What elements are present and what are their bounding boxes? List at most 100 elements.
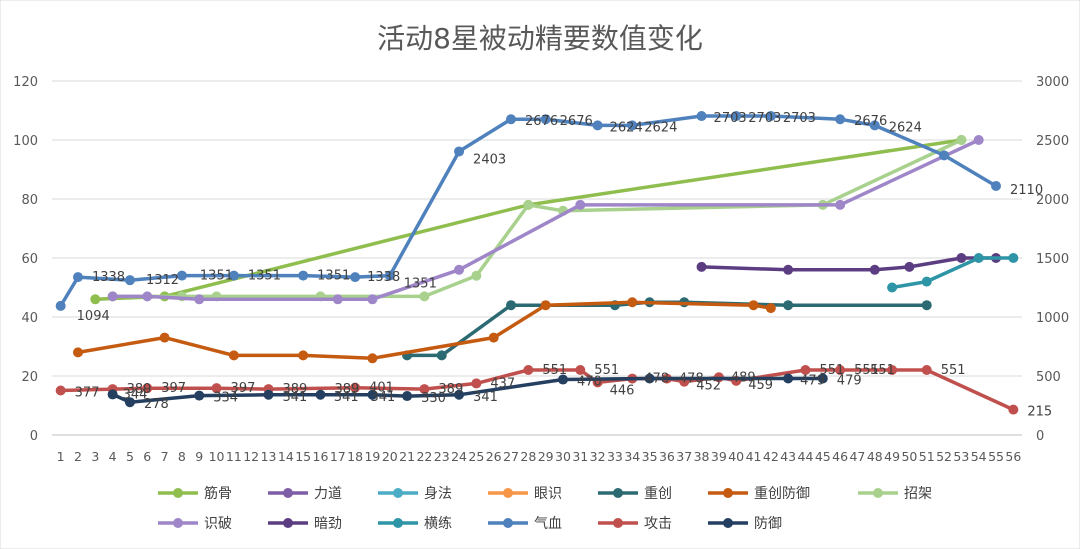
data-point (783, 373, 794, 384)
legend-label: 气血 (534, 516, 562, 532)
x-tick-label: 35 (642, 449, 658, 464)
data-point (523, 199, 534, 210)
data-point (402, 391, 413, 402)
data-point (939, 150, 950, 161)
data-point (869, 120, 880, 131)
data-point (523, 364, 534, 375)
data-point (627, 297, 638, 308)
legend-swatch-marker (173, 518, 183, 528)
data-label: 215 (1027, 405, 1052, 420)
data-label: 452 (696, 379, 721, 394)
x-tick-label: 45 (815, 449, 831, 464)
data-point (817, 373, 828, 384)
data-point (557, 374, 568, 385)
data-label: 478 (644, 372, 669, 387)
y-axis-right-ticks: 0 500 1000 1500 2000 2500 3000 (1036, 75, 1069, 444)
data-point (350, 382, 361, 393)
data-label: 1338 (92, 270, 125, 285)
legend-swatch-marker (723, 518, 733, 528)
data-label: 278 (144, 397, 169, 412)
x-tick-label: 33 (607, 449, 623, 464)
data-label: 551 (542, 363, 567, 378)
data-point (800, 364, 811, 375)
data-point (696, 261, 707, 272)
x-tick-label: 7 (161, 449, 169, 464)
data-label: 1094 (77, 309, 110, 324)
data-label: 470 (577, 375, 602, 390)
y-left-tick-label: 120 (13, 75, 38, 90)
data-point (454, 264, 465, 275)
data-point (142, 383, 153, 394)
data-point (696, 111, 707, 122)
data-point (748, 300, 759, 311)
data-point (887, 364, 898, 375)
x-tick-label: 16 (313, 449, 329, 464)
data-point (454, 146, 465, 157)
data-point (488, 332, 499, 343)
data-label: 2676 (525, 114, 558, 129)
data-point (471, 270, 482, 281)
data-point (384, 270, 395, 281)
y-left-tick-label: 80 (21, 193, 38, 208)
data-label: 2110 (1010, 183, 1043, 198)
data-label: 479 (800, 373, 825, 388)
x-tick-label: 38 (694, 449, 710, 464)
x-tick-label: 9 (195, 449, 203, 464)
y-axis-left-ticks: 0 20 40 60 80 100 120 (13, 75, 38, 444)
data-point (159, 332, 170, 343)
data-point (921, 276, 932, 287)
legend-label: 力道 (314, 486, 342, 502)
x-tick-label: 31 (572, 449, 588, 464)
data-label: 2703 (714, 111, 747, 126)
data-point (228, 270, 239, 281)
data-point (1008, 404, 1019, 415)
data-labels: 1094 1338 1312 1351 1351 1351 1338 1351 2403 2676… (75, 111, 1053, 420)
legend-swatch-marker (723, 488, 733, 498)
data-point (765, 303, 776, 314)
data-point (887, 282, 898, 293)
legend-swatch-marker (173, 488, 183, 498)
y-right-tick-label: 1500 (1036, 252, 1069, 267)
data-label: 397 (161, 381, 186, 396)
x-tick-label: 49 (884, 449, 900, 464)
legend-label: 重创 (644, 486, 672, 502)
x-tick-label: 44 (798, 449, 814, 464)
data-point (783, 264, 794, 275)
data-label: 377 (75, 386, 100, 401)
x-tick-label: 46 (832, 449, 848, 464)
data-label: 341 (334, 390, 359, 405)
data-label: 1312 (146, 273, 179, 288)
x-tick-label: 6 (143, 449, 151, 464)
data-label: 2703 (748, 111, 781, 126)
data-label: 1351 (200, 269, 233, 284)
data-label: 551 (870, 363, 895, 378)
data-label: 2703 (783, 111, 816, 126)
x-tick-label: 53 (953, 449, 969, 464)
data-label: 551 (941, 363, 966, 378)
legend-label: 眼识 (534, 486, 562, 502)
data-point (298, 350, 309, 361)
x-tick-label: 30 (555, 449, 571, 464)
legend-swatch-marker (503, 488, 513, 498)
legend-label: 识破 (204, 516, 232, 532)
y-left-tick-label: 100 (13, 134, 38, 149)
x-tick-label: 55 (988, 449, 1004, 464)
x-tick-label: 11 (226, 449, 242, 464)
series-line (110, 376, 825, 404)
x-tick-label: 56 (1005, 449, 1021, 464)
x-tick-label: 48 (867, 449, 883, 464)
x-tick-label: 40 (728, 449, 744, 464)
data-label: 446 (610, 383, 635, 398)
data-label: 341 (370, 390, 395, 405)
x-tick-label: 22 (416, 449, 432, 464)
data-point (194, 390, 205, 401)
data-label: 1338 (367, 270, 400, 285)
legend-swatch-marker (393, 518, 403, 528)
x-tick-label: 3 (91, 449, 99, 464)
x-tick-label: 28 (520, 449, 536, 464)
legend-label: 防御 (754, 516, 782, 532)
data-point (471, 378, 482, 389)
x-tick-label: 41 (746, 449, 762, 464)
data-point (367, 389, 378, 400)
data-label: 397 (231, 381, 256, 396)
